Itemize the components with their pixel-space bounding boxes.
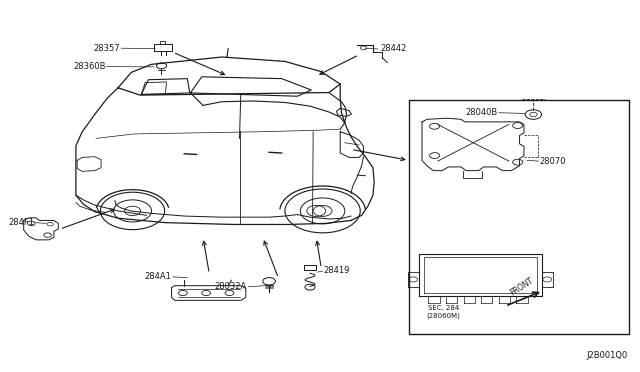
Text: 284F1: 284F1 <box>8 218 35 227</box>
Text: 28032A: 28032A <box>215 282 247 291</box>
Text: 28442: 28442 <box>380 44 407 54</box>
Text: SEC. 284
(28060M): SEC. 284 (28060M) <box>426 305 460 318</box>
Text: 28070: 28070 <box>540 157 566 166</box>
Text: 284A1: 284A1 <box>145 272 172 281</box>
Text: 28357: 28357 <box>93 44 120 53</box>
Text: FRONT: FRONT <box>508 276 535 298</box>
Text: J2B001Q0: J2B001Q0 <box>586 351 628 360</box>
Text: 28419: 28419 <box>324 266 350 275</box>
Text: 28360B: 28360B <box>73 62 106 71</box>
Text: 28040B: 28040B <box>465 108 497 117</box>
Bar <box>409 100 629 334</box>
